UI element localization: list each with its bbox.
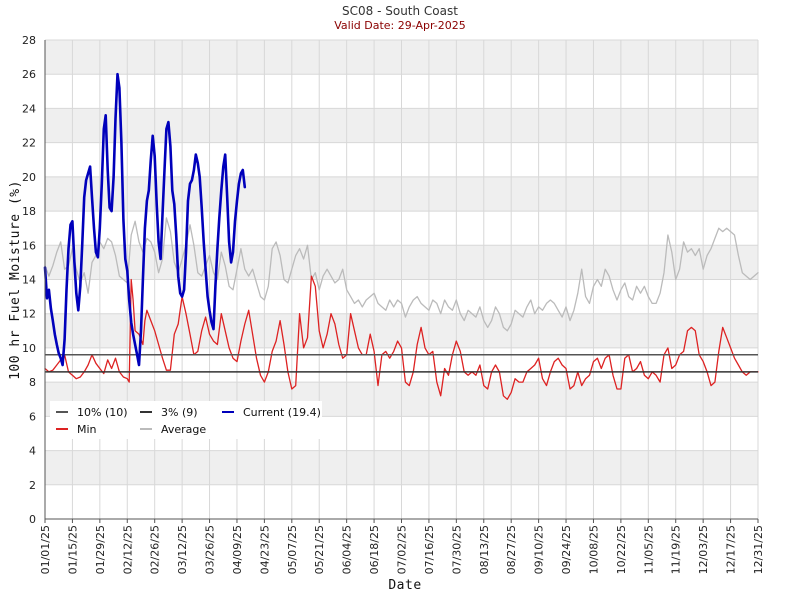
x-tick-label: 01/01/25 — [39, 525, 52, 574]
x-tick-label: 03/26/25 — [204, 525, 217, 574]
gridlines — [44, 39, 759, 520]
y-tick-label: 10 — [22, 342, 36, 355]
x-tick-label: 06/18/25 — [368, 525, 381, 574]
x-axis-label: Date — [388, 578, 421, 593]
y-tick-label: 26 — [22, 68, 36, 81]
y-tick-label: 6 — [29, 410, 36, 423]
legend-label: Average — [161, 423, 206, 436]
y-tick-label: 24 — [22, 102, 36, 115]
y-tick-label: 14 — [22, 274, 36, 287]
x-tick-label: 12/03/25 — [697, 525, 710, 574]
x-tick-label: 05/21/25 — [313, 525, 326, 574]
series-line-average — [44, 217, 759, 332]
series-line-min — [44, 275, 759, 400]
x-tick-label: 07/02/25 — [396, 525, 409, 574]
legend-label: 3% (9) — [161, 406, 198, 419]
x-tick-label: 02/26/25 — [149, 525, 162, 574]
y-tick-label: 8 — [29, 376, 36, 389]
x-tick-label: 02/12/25 — [121, 525, 134, 574]
y-axis-label: 100 hr Fuel Moisture (%) — [8, 180, 23, 380]
chart-title: SC08 - South Coast — [342, 4, 458, 18]
y-tick-label: 28 — [22, 34, 36, 47]
x-tick-label: 09/10/25 — [533, 525, 546, 574]
x-tick-label: 08/13/25 — [478, 525, 491, 574]
legend-label: Min — [77, 423, 97, 436]
legend: 10% (10) 3% (9) Current (19.4) Min Average — [50, 401, 322, 439]
y-tick-label: 0 — [29, 513, 36, 526]
legend-background — [50, 401, 322, 439]
x-tick-label: 06/04/25 — [341, 525, 354, 574]
x-tick-label: 07/30/25 — [450, 525, 463, 574]
x-tick-label: 10/22/25 — [615, 525, 628, 574]
series-line-current-19-4 — [43, 72, 247, 367]
x-tick-label: 03/12/25 — [176, 525, 189, 574]
axes — [44, 40, 759, 523]
x-tick-labels: 01/01/25 01/15/25 01/29/25 02/12/25 02/26/25… — [39, 525, 765, 574]
y-tick-label: 16 — [22, 239, 36, 252]
x-tick-label: 11/19/25 — [670, 525, 683, 574]
y-tick-label: 12 — [22, 308, 36, 321]
x-tick-label: 01/15/25 — [66, 525, 79, 574]
x-tick-label: 12/31/25 — [752, 525, 765, 574]
x-tick-label: 10/08/25 — [587, 525, 600, 574]
x-tick-label: 12/17/25 — [725, 525, 738, 574]
y-tick-label: 18 — [22, 205, 36, 218]
x-tick-label: 09/24/25 — [560, 525, 573, 574]
x-tick-label: 08/27/25 — [505, 525, 518, 574]
y-tick-label: 2 — [29, 479, 36, 492]
y-tick-label: 20 — [22, 171, 36, 184]
series-layer — [43, 72, 759, 400]
legend-label: 10% (10) — [77, 406, 128, 419]
x-tick-label: 07/16/25 — [423, 525, 436, 574]
y-tick-label: 4 — [29, 445, 36, 458]
y-tick-label: 22 — [22, 137, 36, 150]
x-tick-label: 01/29/25 — [94, 525, 107, 574]
x-tick-label: 11/05/25 — [642, 525, 655, 574]
x-tick-label: 05/07/25 — [286, 525, 299, 574]
chart-subtitle: Valid Date: 29-Apr-2025 — [334, 19, 466, 32]
x-tick-label: 04/23/25 — [258, 525, 271, 574]
legend-label: Current (19.4) — [243, 406, 321, 419]
x-tick-label: 04/09/25 — [231, 525, 244, 574]
